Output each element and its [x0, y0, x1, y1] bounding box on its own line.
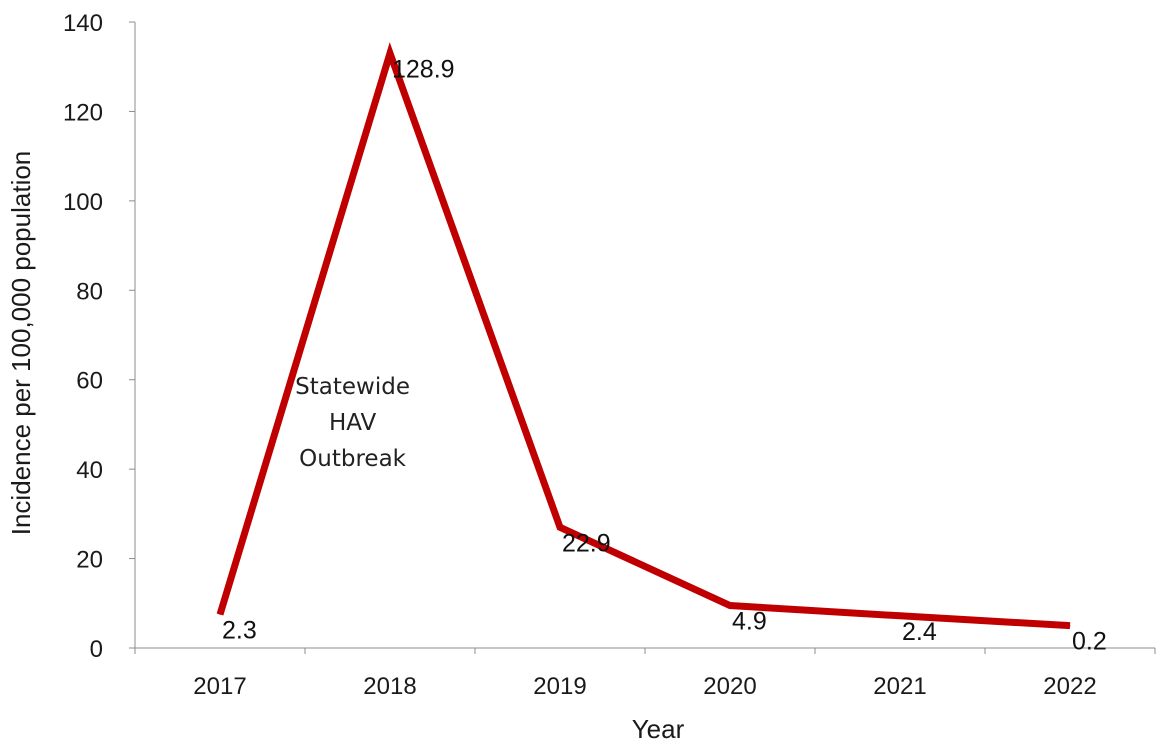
y-tick-label: 40	[76, 457, 103, 484]
data-label: 2.3	[222, 616, 257, 644]
data-point	[729, 605, 731, 607]
annotation-line: Statewide	[295, 374, 410, 400]
x-axis: 2017 2018 2019 2020 2021 2022	[134, 647, 1156, 700]
x-tick-label: 2020	[703, 673, 756, 700]
y-tick-label: 20	[76, 547, 103, 574]
x-tick-label: 2021	[873, 673, 926, 700]
x-tick-label: 2017	[193, 673, 246, 700]
data-point	[389, 52, 391, 54]
y-tick-label: 140	[63, 10, 103, 37]
series-incidence	[216, 42, 1071, 630]
data-label: 2.4	[902, 618, 937, 646]
x-tick-label: 2019	[533, 673, 586, 700]
series-line	[216, 42, 1071, 630]
annotation-line: Outbreak	[299, 446, 406, 472]
data-labels: 2.3 128.9 22.9 4.9 2.4 0.2	[222, 55, 1107, 655]
annotation-line: HAV	[329, 410, 377, 436]
x-axis-title: Year	[632, 714, 685, 744]
data-label: 0.2	[1072, 628, 1107, 656]
data-point	[219, 613, 221, 615]
data-point	[559, 526, 561, 528]
y-tick-label: 120	[63, 99, 103, 126]
y-tick-label: 0	[90, 636, 103, 663]
y-tick-label: 60	[76, 368, 103, 395]
x-tick-label: 2018	[363, 673, 416, 700]
data-label: 22.9	[562, 529, 611, 557]
data-point	[899, 615, 901, 617]
data-label: 128.9	[392, 55, 455, 83]
y-axis: 0 20 40 60 80 100 120 140	[63, 10, 136, 663]
data-label: 4.9	[732, 608, 767, 636]
x-tick-label: 2022	[1043, 673, 1096, 700]
data-point	[1069, 625, 1071, 627]
y-tick-label: 80	[76, 278, 103, 305]
y-axis-title: Incidence per 100,000 population	[6, 151, 36, 536]
y-tick-label: 100	[63, 189, 103, 216]
outbreak-annotation: Statewide HAV Outbreak	[295, 374, 410, 472]
